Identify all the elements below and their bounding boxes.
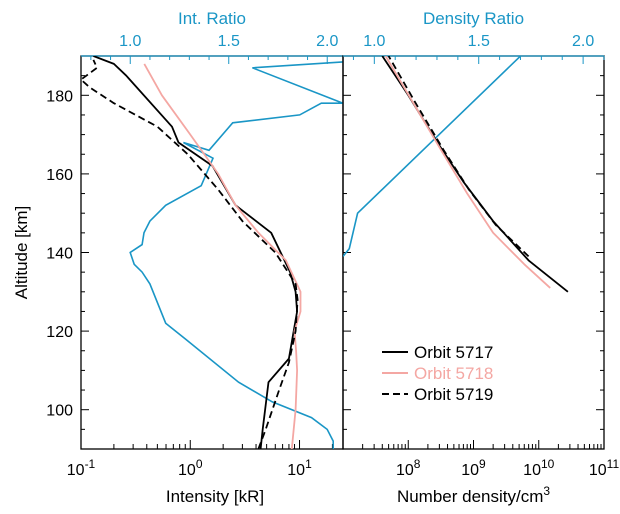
top-axis-title: Density Ratio: [423, 9, 524, 28]
y-axis-title: Altitude [km]: [12, 206, 31, 300]
panel-density: 108 109 1010 1011 1.0 1.5 2.0 Density Ratio Numb…: [342, 9, 620, 506]
x-axis-title: Intensity [kR]: [166, 487, 264, 506]
x-tick-label: 10-1: [67, 457, 96, 479]
x-axis-title: Number density/cm3: [397, 484, 550, 506]
top-tick-label: 2.0: [572, 33, 594, 50]
x-tick-label: 109: [461, 457, 486, 479]
series-line-orbit-5719: [387, 56, 530, 258]
series-line-orbit-5719: [81, 59, 299, 449]
series-line-orbit-5717: [381, 56, 569, 293]
top-tick-label: 1.5: [218, 33, 240, 50]
series-group: [81, 56, 343, 449]
x-tick-label: 100: [178, 457, 203, 479]
y-tick-label: 180: [46, 88, 73, 105]
top-tick-label: 1.0: [119, 33, 141, 50]
x-tick-label: 1010: [523, 457, 554, 479]
panel-intensity: 10-1 100 101 100 120 140 160 180 1.0 1.5 2.0 Int. R…: [12, 9, 344, 506]
series-group: [343, 56, 569, 293]
top-axis-title: Int. Ratio: [178, 9, 246, 28]
x-tick-label: 108: [396, 457, 421, 479]
y-tick-label: 120: [46, 324, 73, 341]
plot-frame: [80, 55, 344, 450]
top-tick-label: 2.0: [316, 33, 338, 50]
y-tick-label: 140: [46, 246, 73, 263]
series-line-orbit-5717: [93, 56, 299, 449]
series-line-orbit-5718: [143, 63, 302, 449]
x-tick-label: 101: [287, 457, 312, 479]
legend-label: Orbit 5719: [414, 385, 493, 404]
top-tick-label: 1.5: [468, 33, 490, 50]
x-tick-label: 1011: [589, 457, 620, 479]
ratio-line: [343, 56, 522, 257]
legend-label: Orbit 5717: [414, 343, 493, 362]
top-tick-label: 1.0: [363, 33, 385, 50]
ratio-line: [129, 61, 343, 449]
legend-label: Orbit 5718: [414, 364, 493, 383]
legend: Orbit 5717 Orbit 5718 Orbit 5719: [382, 343, 493, 404]
y-tick-label: 160: [46, 167, 73, 184]
y-tick-label: 100: [46, 403, 73, 420]
series-line-orbit-5718: [384, 56, 551, 289]
